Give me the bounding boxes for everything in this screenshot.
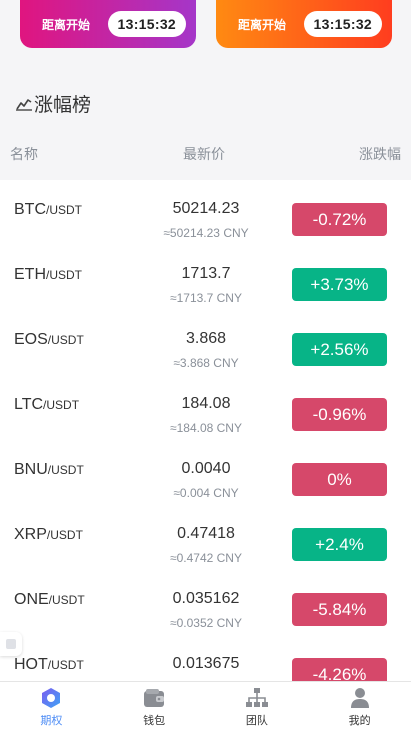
- change-badge[interactable]: 0%: [292, 463, 387, 496]
- nav-label: 团队: [245, 715, 268, 727]
- square-icon: [6, 639, 16, 649]
- bottom-nav: 期权 钱包: [0, 681, 411, 731]
- wallet-icon: [143, 687, 165, 709]
- change-badge[interactable]: -0.72%: [292, 203, 387, 236]
- change-badge[interactable]: -4.26%: [292, 658, 387, 681]
- user-icon: [350, 687, 370, 709]
- pair-name: EOS/USDT: [14, 331, 84, 348]
- last-price: 3.868: [185, 330, 227, 347]
- section-title-text: 涨幅榜: [34, 95, 92, 116]
- nav-item-wallet[interactable]: 钱包: [103, 682, 206, 731]
- section-title: 涨幅榜: [16, 90, 91, 117]
- last-price: 0.013675: [172, 655, 240, 672]
- market-row[interactable]: ONE/USDT 0.035162 ≈0.0352 CNY -5.84%: [0, 570, 411, 635]
- pair-name: LTC/USDT: [14, 396, 80, 413]
- nav-label: 期权: [40, 715, 63, 727]
- cny-price: ≈3.868 CNY: [173, 356, 239, 370]
- pair-name: HOT/USDT: [14, 656, 84, 673]
- pair-name: XRP/USDT: [14, 526, 83, 543]
- countdown-time: 13:15:32: [303, 11, 382, 37]
- last-price: 50214.23: [172, 200, 240, 217]
- market-row[interactable]: LTC/USDT 184.08 ≈184.08 CNY -0.96%: [0, 375, 411, 440]
- promo-card-left[interactable]: 距离开始 13:15:32: [20, 0, 196, 48]
- last-price: 184.08: [181, 395, 231, 412]
- pair-name: ETH/USDT: [14, 266, 82, 283]
- cny-price: ≈1713.7 CNY: [170, 291, 242, 305]
- market-row[interactable]: BNU/USDT 0.0040 ≈0.004 CNY 0%: [0, 440, 411, 505]
- market-row[interactable]: BTC/USDT 50214.23 ≈50214.23 CNY -0.72%: [0, 180, 411, 245]
- floating-button[interactable]: [0, 632, 22, 656]
- countdown-time: 13:15:32: [107, 11, 186, 37]
- column-name: 名称: [10, 146, 38, 162]
- cny-price: ≈0.0352 CNY: [170, 616, 242, 630]
- change-badge[interactable]: +3.73%: [292, 268, 387, 301]
- nav-item-team[interactable]: 团队: [206, 682, 309, 731]
- pair-name: BNU/USDT: [14, 461, 84, 478]
- promo-label: 距离开始: [238, 17, 287, 32]
- nav-item-me[interactable]: 我的: [308, 682, 411, 731]
- cny-price: ≈184.08 CNY: [170, 421, 242, 435]
- last-price: 0.47418: [177, 525, 235, 542]
- promo-label: 距离开始: [42, 17, 91, 32]
- change-badge[interactable]: -0.96%: [292, 398, 387, 431]
- last-price: 1713.7: [181, 265, 231, 282]
- column-change: 涨跌幅: [359, 146, 401, 162]
- change-badge[interactable]: +2.56%: [292, 333, 387, 366]
- market-row[interactable]: ETH/USDT 1713.7 ≈1713.7 CNY +3.73%: [0, 245, 411, 310]
- market-list: BTC/USDT 50214.23 ≈50214.23 CNY -0.72% E…: [0, 180, 411, 681]
- column-price: 最新价: [183, 146, 225, 162]
- cny-price: ≈0.004 CNY: [173, 486, 239, 500]
- change-badge[interactable]: -5.84%: [292, 593, 387, 626]
- column-header: 名称 最新价 涨跌幅: [0, 144, 411, 164]
- nav-label: 我的: [348, 715, 371, 727]
- team-icon: [245, 687, 269, 709]
- market-row[interactable]: XRP/USDT 0.47418 ≈0.4742 CNY +2.4%: [0, 505, 411, 570]
- nav-item-options[interactable]: 期权: [0, 682, 103, 731]
- market-row[interactable]: HOT/USDT 0.013675 -4.26%: [0, 635, 411, 681]
- market-row[interactable]: EOS/USDT 3.868 ≈3.868 CNY +2.56%: [0, 310, 411, 375]
- pair-name: ONE/USDT: [14, 591, 85, 608]
- trend-up-icon: [16, 98, 32, 111]
- pair-name: BTC/USDT: [14, 201, 82, 218]
- last-price: 0.0040: [181, 460, 231, 477]
- cny-price: ≈0.4742 CNY: [170, 551, 242, 565]
- options-icon: [40, 687, 62, 709]
- nav-label: 钱包: [143, 715, 166, 727]
- last-price: 0.035162: [172, 590, 240, 607]
- change-badge[interactable]: +2.4%: [292, 528, 387, 561]
- promo-card-right[interactable]: 距离开始 13:15:32: [216, 0, 392, 48]
- cny-price: ≈50214.23 CNY: [163, 226, 249, 240]
